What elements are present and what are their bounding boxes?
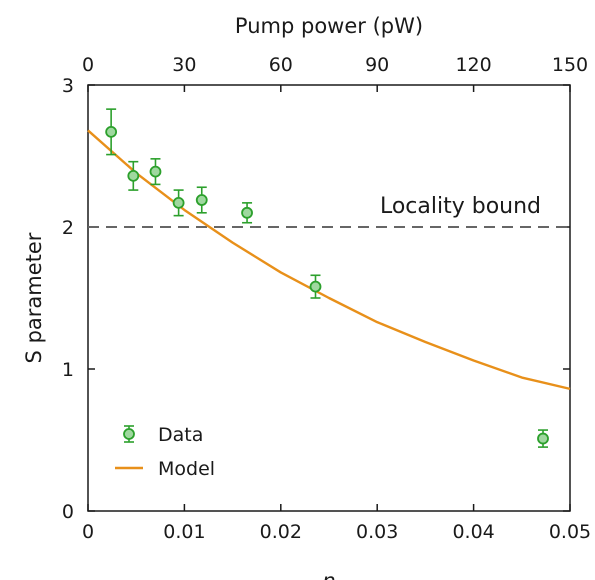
data-point [127, 160, 140, 191]
x-tick-label: 0.02 [260, 521, 302, 543]
data-marker [309, 280, 322, 293]
x2-tick-label: 0 [82, 54, 94, 76]
legend: Data Model [115, 424, 215, 480]
y-tick-label: 3 [62, 75, 74, 97]
x-tick-label: 0.01 [163, 521, 205, 543]
x2-tick-label: 60 [269, 54, 293, 76]
y-tick-label: 1 [62, 359, 74, 381]
data-marker [149, 165, 162, 178]
data-point [149, 158, 162, 186]
x-tick-label: 0 [82, 521, 94, 543]
data-point [195, 186, 208, 214]
x2-tick-label: 150 [552, 54, 588, 76]
locality-bound-label: Locality bound [380, 194, 541, 219]
data-point [537, 429, 549, 448]
x-tick-label: 0.05 [549, 521, 591, 543]
data-point [309, 274, 322, 299]
legend-marker-circle [123, 428, 135, 440]
plot-frame [87, 84, 571, 512]
data-point [105, 108, 118, 156]
legend-data-label: Data [158, 424, 203, 446]
x-axis-title: n [322, 569, 335, 580]
data-marker [537, 432, 549, 445]
y-tick-label: 0 [62, 501, 74, 523]
y-tick-label: 2 [62, 217, 74, 239]
x-tick-label: 0.03 [356, 521, 398, 543]
top-axis-title: Pump power (pW) [235, 14, 423, 38]
x2-tick-label: 90 [365, 54, 389, 76]
x2-tick-label: 30 [172, 54, 196, 76]
data-marker [127, 169, 140, 182]
data-marker [241, 206, 253, 219]
y-axis-title: S parameter [22, 232, 46, 363]
data-marker [172, 196, 185, 209]
data-marker [195, 194, 208, 206]
x-tick-label: 0.04 [452, 521, 494, 543]
data-point [241, 202, 253, 224]
model-line [87, 129, 571, 391]
model-series [87, 129, 571, 391]
ticks: 0 0.01 0.02 0.03 0.04 0.05 0 30 60 90 120 150 0 1 2 3 [62, 54, 591, 543]
data-point [172, 189, 185, 217]
legend-model-label: Model [158, 458, 215, 480]
x2-tick-label: 120 [455, 54, 491, 76]
data-marker [105, 125, 118, 138]
locality-bound-group: Locality bound [88, 194, 570, 228]
legend-data-marker [123, 425, 135, 443]
data-series [105, 108, 549, 448]
